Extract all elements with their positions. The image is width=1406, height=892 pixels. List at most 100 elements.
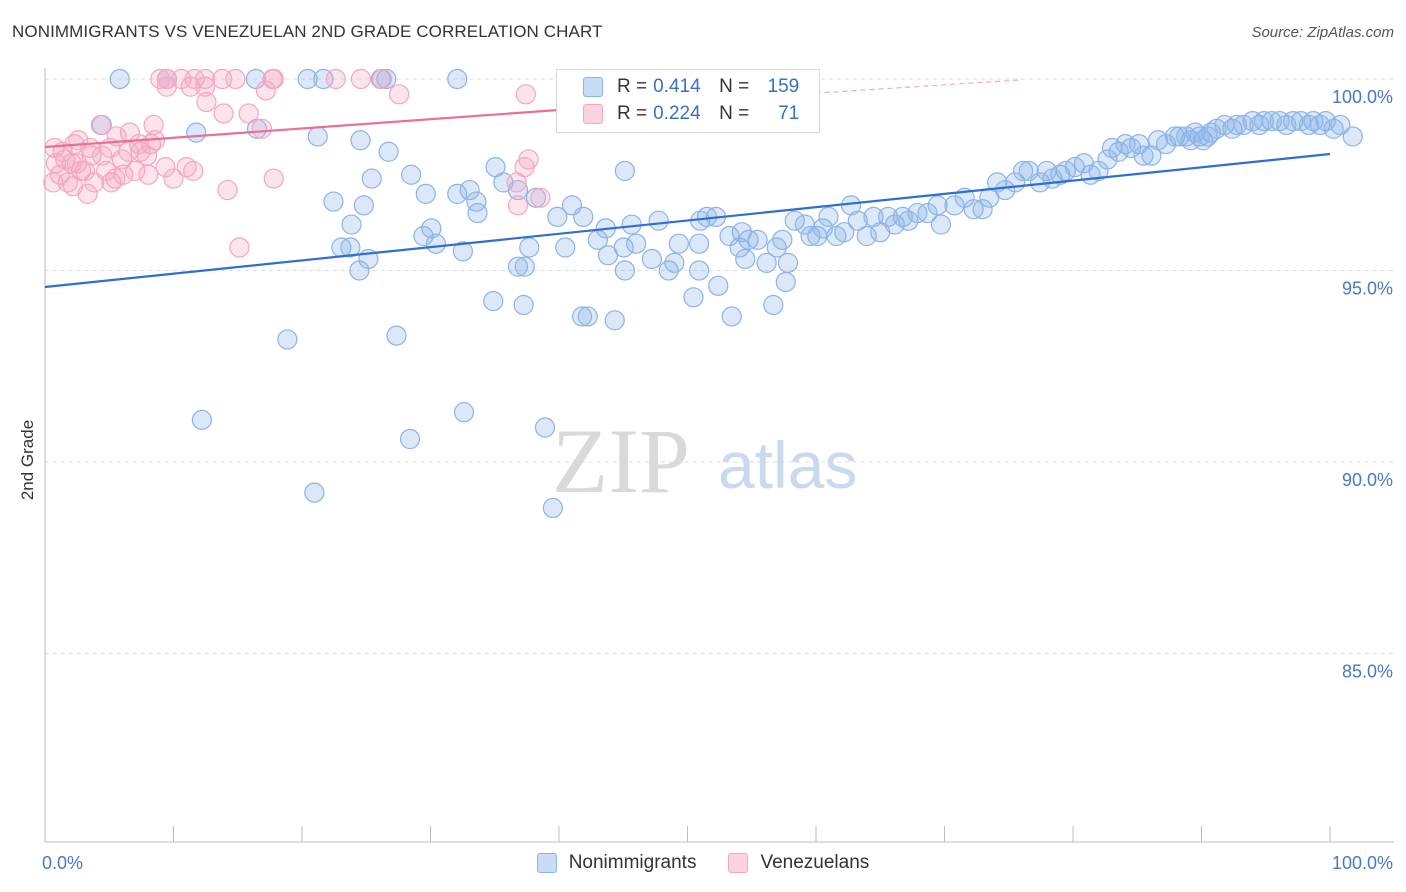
venezuelans-point	[101, 172, 122, 193]
venezuelans-point	[49, 164, 71, 185]
nonimmigrants-point	[664, 252, 685, 273]
venezuelans-point	[111, 149, 133, 170]
nonimmigrants-point	[847, 210, 868, 231]
nonimmigrants-point	[341, 214, 362, 235]
chart-title: NONIMMIGRANTS VS VENEZUELAN 2ND GRADE CO…	[12, 22, 603, 41]
nonimmigrants-point	[452, 241, 473, 262]
venezuelans-point	[156, 68, 177, 90]
nonimmigrants-point	[1108, 141, 1129, 162]
venezuelans-point	[43, 172, 64, 193]
venezuelans-point	[251, 118, 272, 139]
venezuelans-point	[515, 84, 536, 105]
venezuelans-point	[176, 156, 197, 178]
nonimmigrants-point	[304, 482, 325, 503]
legend-row-nonimmigrants: R = 0.414 N = 159	[583, 74, 799, 100]
venezuelans-point	[506, 172, 527, 193]
n-value: 71	[778, 103, 800, 124]
nonimmigrants-point	[323, 191, 344, 212]
nonimmigrants-point	[834, 222, 855, 243]
nonimmigrants-point	[519, 237, 540, 258]
nonimmigrants-point	[1253, 111, 1274, 132]
nonimmigrants-point	[514, 256, 535, 277]
legend-row-venezuelans: R = 0.224 N = 71	[583, 101, 799, 127]
venezuelans-point	[213, 103, 234, 124]
nonimmigrants-point	[683, 287, 704, 308]
venezuelans-point	[507, 195, 529, 216]
venezuelans-point	[90, 114, 111, 136]
nonimmigrants-point	[361, 168, 382, 189]
legend-label-venezuelans: Venezuelans	[760, 852, 870, 873]
venezuelans-point	[92, 145, 113, 166]
venezuelans-point	[130, 141, 151, 162]
nonimmigrants-point	[614, 160, 635, 182]
venezuelans-point	[229, 237, 250, 258]
venezuelans-point	[113, 164, 134, 185]
y-tick-label: 95.0%	[1342, 279, 1393, 299]
nonimmigrants-point	[399, 428, 421, 450]
nonimmigrants-point	[1169, 126, 1190, 147]
nonimmigrants-point	[1133, 145, 1154, 166]
legend-item-nonimmigrants[interactable]: Nonimmigrants	[536, 852, 697, 874]
legend-item-venezuelans[interactable]: Venezuelans	[728, 852, 869, 874]
nonimmigrants-point	[604, 310, 625, 331]
venezuelans-point	[156, 76, 177, 97]
r-value: 0.224	[653, 103, 701, 124]
n-label: N =	[719, 103, 750, 124]
venezuelans-point	[77, 183, 98, 204]
nonimmigrants-point	[721, 306, 742, 327]
nonimmigrants-point	[1310, 114, 1331, 136]
nonimmigrants-point	[425, 233, 446, 254]
nonimmigrants-point	[547, 206, 568, 227]
nonimmigrants-point	[884, 214, 905, 235]
nonimmigrants-point	[668, 233, 689, 254]
nonimmigrants-point	[614, 260, 635, 281]
nonimmigrants-point	[534, 417, 556, 438]
nonimmigrants-point	[1164, 126, 1186, 147]
venezuelans-trend-line	[44, 105, 601, 149]
venezuelans-point	[138, 164, 159, 185]
nonimmigrants-point	[555, 237, 576, 258]
nonimmigrants-point	[944, 195, 965, 216]
x-tick-label: 0.0%	[42, 853, 83, 873]
nonimmigrants-point	[415, 183, 436, 204]
venezuelans-point	[371, 68, 393, 90]
nonimmigrants-point	[421, 218, 442, 239]
nonimmigrants-point	[353, 195, 374, 216]
nonimmigrants-point	[995, 179, 1016, 201]
nonimmigrants-point	[507, 179, 529, 201]
venezuelans-point	[530, 187, 551, 208]
x-tick-label: 100.0%	[1332, 853, 1393, 873]
nonimmigrants-point	[507, 256, 529, 277]
nonimmigrants-point	[735, 248, 756, 270]
nonimmigrants-point	[1097, 149, 1118, 170]
legend-label-nonimmigrants: Nonimmigrants	[568, 852, 697, 873]
nonimmigrants-points	[91, 68, 1363, 519]
n-value: 159	[767, 76, 800, 97]
nonimmigrants-point	[340, 237, 361, 258]
nonimmigrants-point	[856, 225, 877, 247]
nonimmigrants-point	[641, 248, 662, 270]
nonimmigrants-point	[467, 202, 488, 224]
legend-swatch-nonimmigrants	[583, 77, 603, 97]
nonimmigrants-trend-line	[44, 152, 1331, 289]
n-label: N =	[719, 76, 750, 97]
gridlines	[45, 78, 1394, 654]
y-axis-label: 2nd Grade	[18, 420, 37, 500]
nonimmigrants-point	[626, 233, 647, 254]
venezuelans-point	[262, 68, 283, 90]
nonimmigrants-point	[376, 68, 397, 90]
nonimmigrants-point	[775, 271, 796, 293]
y-tick-label: 85.0%	[1342, 662, 1393, 682]
y-tick-label: 90.0%	[1342, 470, 1393, 490]
nonimmigrants-point	[350, 130, 371, 151]
nonimmigrants-point	[1323, 118, 1344, 139]
nonimmigrants-point	[307, 126, 328, 147]
nonimmigrants-point	[525, 187, 547, 208]
nonimmigrants-point	[513, 294, 534, 316]
nonimmigrants-point	[972, 199, 993, 220]
venezuelans-point	[140, 134, 162, 155]
nonimmigrants-point	[459, 179, 480, 201]
nonimmigrants-point	[277, 329, 298, 350]
venezuelans-point	[255, 80, 276, 101]
